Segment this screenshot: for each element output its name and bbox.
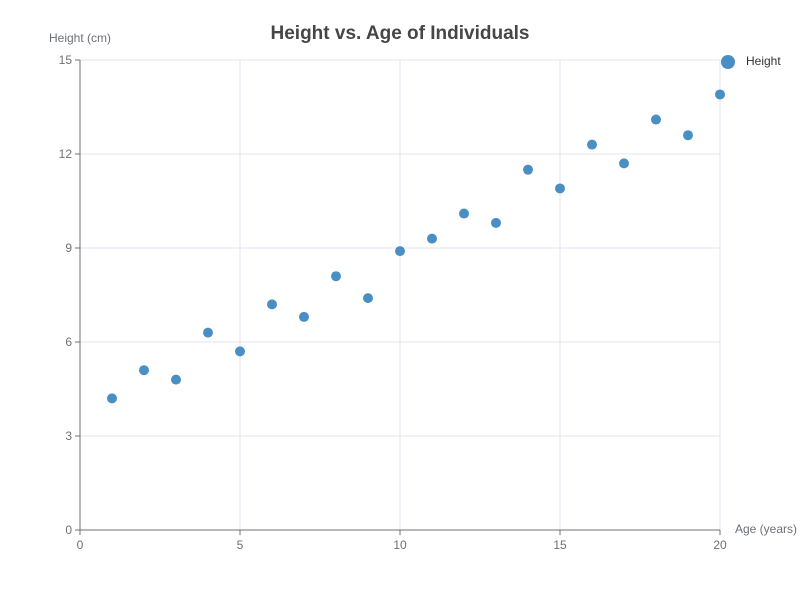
data-point[interactable] [363,293,373,304]
data-point[interactable] [491,217,501,228]
data-point[interactable] [715,89,725,100]
data-point[interactable] [619,158,629,169]
y-tick-label: 3 [65,429,72,443]
data-points [107,89,725,404]
y-tick-label: 6 [65,335,72,349]
tick-labels: 0 5 10 15 20 0 3 6 9 12 15 [59,53,727,552]
data-point[interactable] [587,139,597,150]
x-tick-label: 5 [237,538,244,552]
data-point[interactable] [459,208,469,219]
data-point[interactable] [555,183,565,194]
y-tick-label: 0 [65,523,72,537]
legend[interactable]: Height [721,54,781,69]
data-point[interactable] [299,311,309,322]
data-point[interactable] [427,233,437,244]
data-point[interactable] [395,246,405,257]
y-axis-label: Height (cm) [49,31,111,45]
data-point[interactable] [171,374,181,385]
data-point[interactable] [331,271,341,282]
x-tick-label: 15 [553,538,567,552]
y-tick-label: 9 [65,241,72,255]
y-tick-label: 12 [59,147,73,161]
data-point[interactable] [235,346,245,357]
data-point[interactable] [107,393,117,404]
x-tick-label: 10 [393,538,407,552]
axes [75,59,721,535]
x-axis-label: Age (years) [735,522,797,536]
data-point[interactable] [523,164,533,175]
x-tick-label: 0 [77,538,84,552]
chart-title: Height vs. Age of Individuals [271,23,530,44]
data-point[interactable] [267,299,277,310]
legend-marker-height[interactable] [721,55,735,69]
data-point[interactable] [203,327,213,338]
y-tick-label: 15 [59,53,73,67]
data-point[interactable] [139,365,149,376]
legend-label-height[interactable]: Height [746,54,781,68]
data-point[interactable] [651,114,661,125]
x-tick-label: 20 [713,538,727,552]
grid-lines [80,59,721,530]
data-point[interactable] [683,130,693,141]
